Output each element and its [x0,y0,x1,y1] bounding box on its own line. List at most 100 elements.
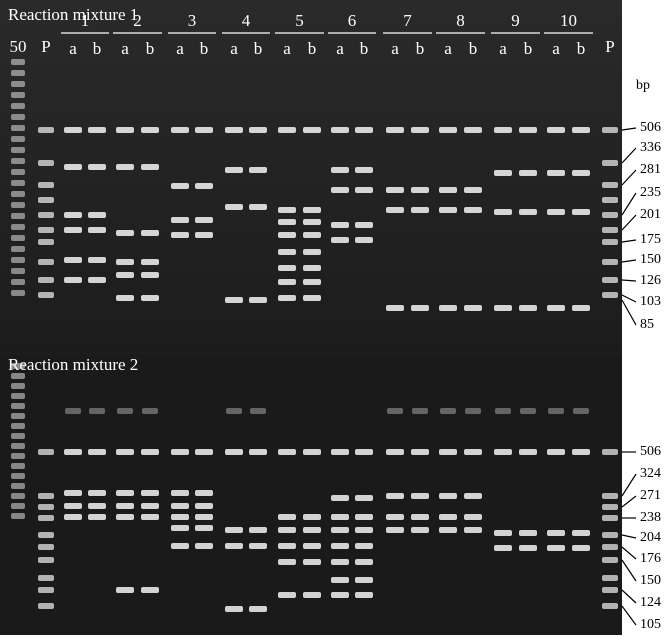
band [171,514,189,520]
band [64,503,82,509]
band [116,164,134,170]
band [494,449,512,455]
band [249,204,267,210]
band [303,592,321,598]
band [355,495,373,501]
band [64,164,82,170]
band [116,230,134,236]
band [519,127,537,133]
band [386,187,404,193]
band [355,449,373,455]
band [411,127,429,133]
band [11,147,25,153]
band [195,449,213,455]
band [303,543,321,549]
band [225,167,243,173]
band [494,209,512,215]
band [38,493,54,499]
sublane-label: b [146,39,155,58]
band [439,187,457,193]
band [89,408,105,414]
group-label: 6 [348,11,357,30]
band [11,257,25,263]
band [602,292,618,298]
band [547,449,565,455]
band [331,527,349,533]
band [439,207,457,213]
band [355,187,373,193]
band [88,503,106,509]
band [38,182,54,188]
sublane-label: b [469,39,478,58]
marker-pointer [622,300,636,325]
band [278,279,296,285]
size-marker: 176 [640,551,661,566]
size-marker: 281 [640,162,661,177]
band [331,495,349,501]
panel-title: Reaction mixture 2 [8,355,138,374]
band [195,503,213,509]
band [303,127,321,133]
band [464,527,482,533]
band [355,237,373,243]
band [11,503,25,509]
band [195,183,213,189]
band [519,545,537,551]
band [171,127,189,133]
band [439,127,457,133]
band [602,515,618,521]
band [11,493,25,499]
band [171,449,189,455]
band [520,408,536,414]
band [65,408,81,414]
band [547,170,565,176]
band [278,527,296,533]
band [494,305,512,311]
band [64,127,82,133]
band [225,204,243,210]
band [439,514,457,520]
band [250,408,266,414]
band [64,257,82,263]
band [303,249,321,255]
band [64,514,82,520]
group-label: 1 [81,11,90,30]
band [11,136,25,142]
band [331,449,349,455]
band [38,292,54,298]
band [141,503,159,509]
band [355,167,373,173]
marker-pointer [622,240,636,242]
band [38,532,54,538]
band [602,449,618,455]
band [355,127,373,133]
band [602,127,618,133]
band [11,180,25,186]
band [355,543,373,549]
band [331,222,349,228]
band [11,483,25,489]
band [303,279,321,285]
band [547,545,565,551]
band [11,235,25,241]
band [439,449,457,455]
band [225,606,243,612]
band [411,305,429,311]
band [11,81,25,87]
band [331,577,349,583]
sublane-label: a [391,39,399,58]
band [303,559,321,565]
band [519,305,537,311]
band [11,513,25,519]
band [88,227,106,233]
band [38,557,54,563]
band [331,543,349,549]
band [572,545,590,551]
band [88,490,106,496]
band [355,222,373,228]
band [11,433,25,439]
band [386,514,404,520]
band [38,603,54,609]
band [355,527,373,533]
band [519,209,537,215]
